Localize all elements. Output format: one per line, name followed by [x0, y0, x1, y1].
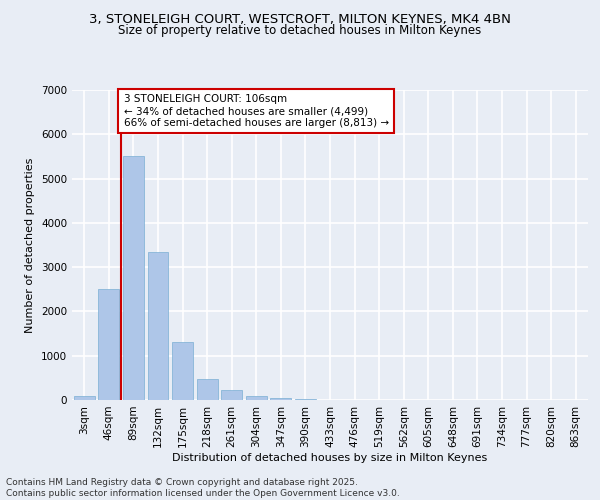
X-axis label: Distribution of detached houses by size in Milton Keynes: Distribution of detached houses by size …: [172, 452, 488, 462]
Text: Contains HM Land Registry data © Crown copyright and database right 2025.
Contai: Contains HM Land Registry data © Crown c…: [6, 478, 400, 498]
Bar: [148, 252, 169, 400]
Bar: [74, 396, 95, 400]
Bar: [295, 398, 316, 400]
Text: 3 STONELEIGH COURT: 106sqm
← 34% of detached houses are smaller (4,499)
66% of s: 3 STONELEIGH COURT: 106sqm ← 34% of deta…: [124, 94, 389, 128]
Bar: [123, 156, 144, 400]
Text: Size of property relative to detached houses in Milton Keynes: Size of property relative to detached ho…: [118, 24, 482, 37]
Bar: [271, 398, 292, 400]
Bar: [197, 378, 218, 400]
Bar: [221, 390, 242, 400]
Bar: [246, 396, 267, 400]
Y-axis label: Number of detached properties: Number of detached properties: [25, 158, 35, 332]
Text: 3, STONELEIGH COURT, WESTCROFT, MILTON KEYNES, MK4 4BN: 3, STONELEIGH COURT, WESTCROFT, MILTON K…: [89, 12, 511, 26]
Bar: [172, 342, 193, 400]
Bar: [98, 290, 119, 400]
